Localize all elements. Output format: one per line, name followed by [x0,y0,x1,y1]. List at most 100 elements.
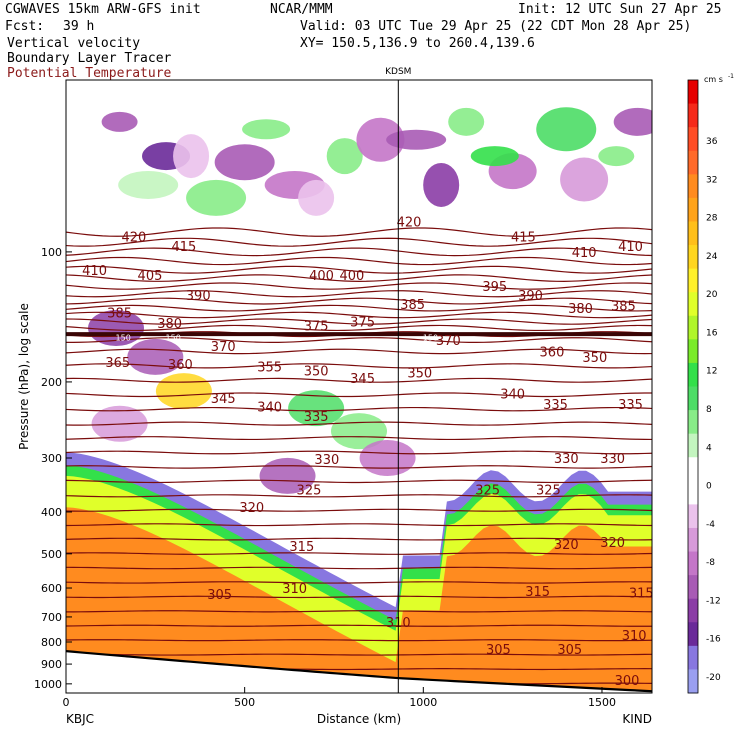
colorbar-swatch [688,103,698,128]
theta-label: 420 [397,215,422,230]
theta-label: 320 [600,536,625,551]
colorbar-swatch [688,127,698,152]
colorbar-label: -4 [706,520,715,530]
colorbar-swatch [688,292,698,317]
colorbar-swatch [688,315,698,340]
colorbar-unit: cm s [704,75,723,84]
colorbar-swatch [688,339,698,364]
colorbar-swatch [688,410,698,435]
theta-contour [66,274,652,282]
theta-label: 415 [172,240,197,255]
y-tick-label: 100 [41,246,62,259]
colorbar-swatch [688,598,698,623]
theta-label: 335 [618,398,643,413]
colorbar-swatch [688,245,698,270]
theta-label: 330 [314,453,339,468]
theta-contour [66,247,652,257]
theta-contour [66,297,652,305]
wave-blob [173,134,210,179]
theta-label: 400 [309,269,334,284]
theta-contour [66,537,652,541]
theta-label: 370 [211,340,236,355]
plot-area: 420 415 410 405 400 400 390 385 380 375 375 370 365 3… [66,107,654,693]
y-tick-label: 800 [41,636,62,649]
wave-blob [560,157,609,202]
wave-blob [613,107,652,136]
wave-blob [423,162,460,207]
theta-label: 390 [518,289,543,304]
colorbar-swatch [688,268,698,293]
field-potential-temperature: Potential Temperature [7,66,172,81]
theta-label: 375 [304,319,329,334]
theta-label: 315 [289,540,314,555]
theta-label: 335 [543,398,568,413]
colorbar-swatch [688,480,698,505]
field-boundary-layer-tracer: Boundary Layer Tracer [7,51,172,66]
theta-label: 410 [82,264,107,279]
theta-label: 315 [525,585,550,600]
wave-blob [298,179,335,216]
wave-blob [356,117,405,162]
theta-contour [66,508,652,512]
theta-label: 350 [582,351,607,366]
colorbar-swatch [688,669,698,694]
theta-label: 345 [211,392,236,407]
theta-label: 330 [554,452,579,467]
colorbar-swatch [688,150,698,175]
x-end-label-right: KIND [622,712,652,726]
theta-contour [66,450,652,455]
theta-contour [66,566,652,570]
theta-label: 415 [511,230,536,245]
y-tick-label: 400 [41,506,62,519]
theta-contour [66,610,652,613]
colorbar-swatch [688,457,698,482]
y-tick-label: 900 [41,658,62,671]
x-tick-label: 0 [63,696,70,709]
theta-label: 310 [282,582,307,597]
theta-label: 315 [629,587,654,602]
theta-label: 380 [157,317,182,332]
colorbar-label: 24 [706,252,718,262]
colorbar-label: 28 [706,214,718,224]
tropopause-label: 150 [116,334,131,343]
theta-label: 405 [138,269,163,284]
theta-contour [66,465,652,469]
theta-label: 410 [572,246,597,261]
colorbar-swatch [688,575,698,600]
theta-label: 325 [536,484,561,499]
theta-label: 360 [168,358,193,373]
theta-label: 325 [297,484,322,499]
colorbar-swatch [688,551,698,576]
wave-blob [127,338,184,375]
theta-label: 320 [239,501,264,516]
theta-label: 385 [400,298,425,313]
colorbar-label: 16 [706,328,718,338]
theta-label: 355 [257,360,282,375]
wave-blob [155,373,212,410]
theta-contour [66,348,652,355]
theta-label: 340 [257,401,282,416]
valid-time: Valid: 03 UTC Tue 29 Apr 25 (22 CDT Mon … [300,19,692,34]
theta-label: 420 [121,230,146,245]
forecast-label: Fcst: [5,19,45,34]
theta-label: 310 [622,629,647,644]
theta-label: 340 [500,388,525,403]
theta-contour [66,392,652,398]
theta-label: 335 [304,410,329,425]
colorbar-label: 4 [706,443,712,453]
colorbar: 36 32 28 24 20 16 12 8 4 0 -4 -8 -12 -16 -20 cm s -1 [687,73,734,694]
plot-frame [65,79,653,694]
colorbar-swatch [688,174,698,199]
theta-label: 365 [105,356,130,371]
field-vertical-velocity: Vertical velocity [7,36,141,51]
colorbar-unit-exp: -1 [728,73,734,80]
x-axis-label: Distance (km) [317,712,401,726]
theta-label: 350 [407,366,432,381]
cross-section-coords: XY= 150.5,136.9 to 260.4,139.6 [300,36,535,51]
theta-contour [66,282,652,290]
theta-contour [66,552,652,555]
theta-label: 305 [207,588,232,603]
theta-label: 300 [615,674,640,689]
theta-label: 380 [568,302,593,317]
colorbar-swatch [688,362,698,387]
